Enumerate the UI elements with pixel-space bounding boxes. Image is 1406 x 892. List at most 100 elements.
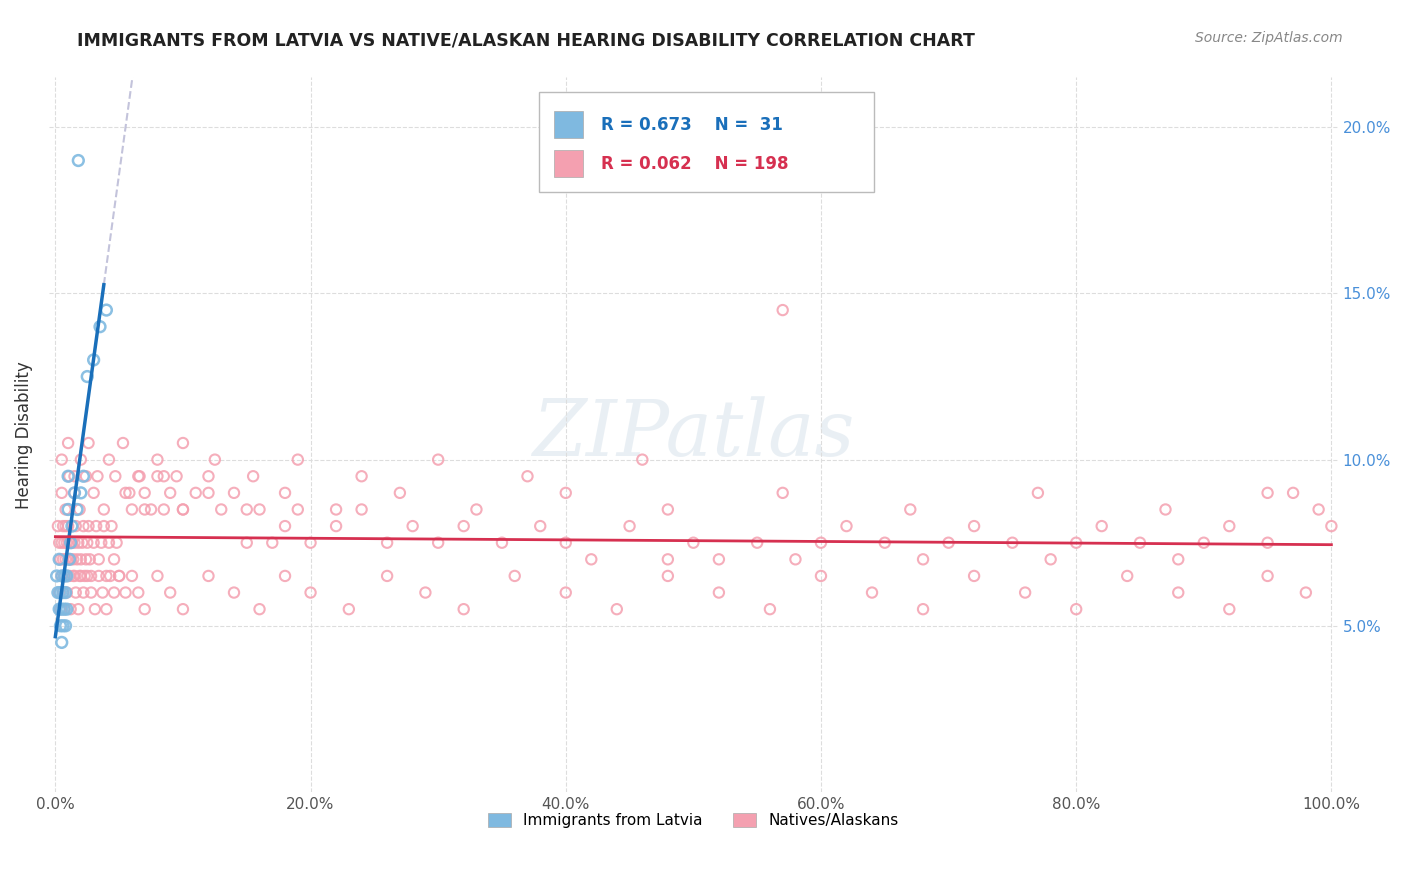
Point [108,569,131,583]
Point [274,569,297,583]
Point [111,436,134,450]
Point [274,519,297,533]
Point [91,585,114,599]
Point [159,486,181,500]
Point [48,585,70,599]
Point [48,535,70,549]
Point [1257,569,1279,583]
FancyBboxPatch shape [554,111,582,138]
Point [209,502,232,516]
Point [197,486,219,500]
Point [93,502,115,516]
Point [172,436,194,450]
Point [80,569,103,583]
Point [287,452,309,467]
Point [70,535,93,549]
Point [104,469,127,483]
Point [114,486,136,500]
Point [55,619,77,633]
Point [121,569,143,583]
Point [146,569,169,583]
Point [49,602,72,616]
Point [48,602,70,616]
Point [67,153,90,168]
Point [87,552,110,566]
Point [529,519,551,533]
Point [58,535,80,549]
Point [51,452,73,467]
Point [222,486,245,500]
Point [465,502,488,516]
Point [56,569,79,583]
Point [79,552,101,566]
Point [249,602,271,616]
Y-axis label: Hearing Disability: Hearing Disability [15,361,32,508]
Point [53,569,76,583]
Point [1039,552,1062,566]
Point [1001,535,1024,549]
Point [938,535,960,549]
Point [52,585,75,599]
Point [299,535,322,549]
Point [299,585,322,599]
Point [810,535,832,549]
Point [105,535,128,549]
Point [84,519,107,533]
Point [1091,519,1114,533]
Point [554,486,576,500]
Point [59,552,82,566]
Point [72,585,94,599]
Point [96,602,118,616]
Text: IMMIGRANTS FROM LATVIA VS NATIVE/ALASKAN HEARING DISABILITY CORRELATION CHART: IMMIGRANTS FROM LATVIA VS NATIVE/ALASKAN… [77,31,976,49]
Point [114,585,136,599]
Point [49,619,72,633]
Point [707,585,730,599]
Point [73,569,96,583]
Point [747,535,769,549]
Point [350,502,373,516]
Point [375,535,398,549]
Point [204,452,226,467]
Point [657,569,679,583]
Point [58,552,80,566]
Point [56,502,79,516]
Point [75,552,97,566]
Point [76,535,98,549]
Point [83,535,105,549]
Point [63,569,86,583]
Point [619,519,641,533]
Point [96,569,118,583]
Point [1295,585,1317,599]
Point [134,602,156,616]
Point [631,452,654,467]
Point [53,602,76,616]
Point [63,486,86,500]
Point [287,502,309,516]
Point [49,585,72,599]
Point [262,535,284,549]
Point [427,535,450,549]
Point [153,502,176,516]
Point [58,469,80,483]
Point [554,585,576,599]
Point [63,469,86,483]
Point [45,569,67,583]
Point [1064,535,1087,549]
Point [222,585,245,599]
Point [49,552,72,566]
Point [93,519,115,533]
Point [56,602,79,616]
Point [56,436,79,450]
Point [1064,602,1087,616]
Point [48,552,70,566]
Point [72,519,94,533]
Point [249,502,271,516]
Point [108,569,131,583]
Point [491,535,513,549]
Point [55,585,77,599]
Point [516,469,538,483]
Point [657,502,679,516]
Point [53,602,76,616]
Point [581,552,603,566]
Point [70,552,93,566]
